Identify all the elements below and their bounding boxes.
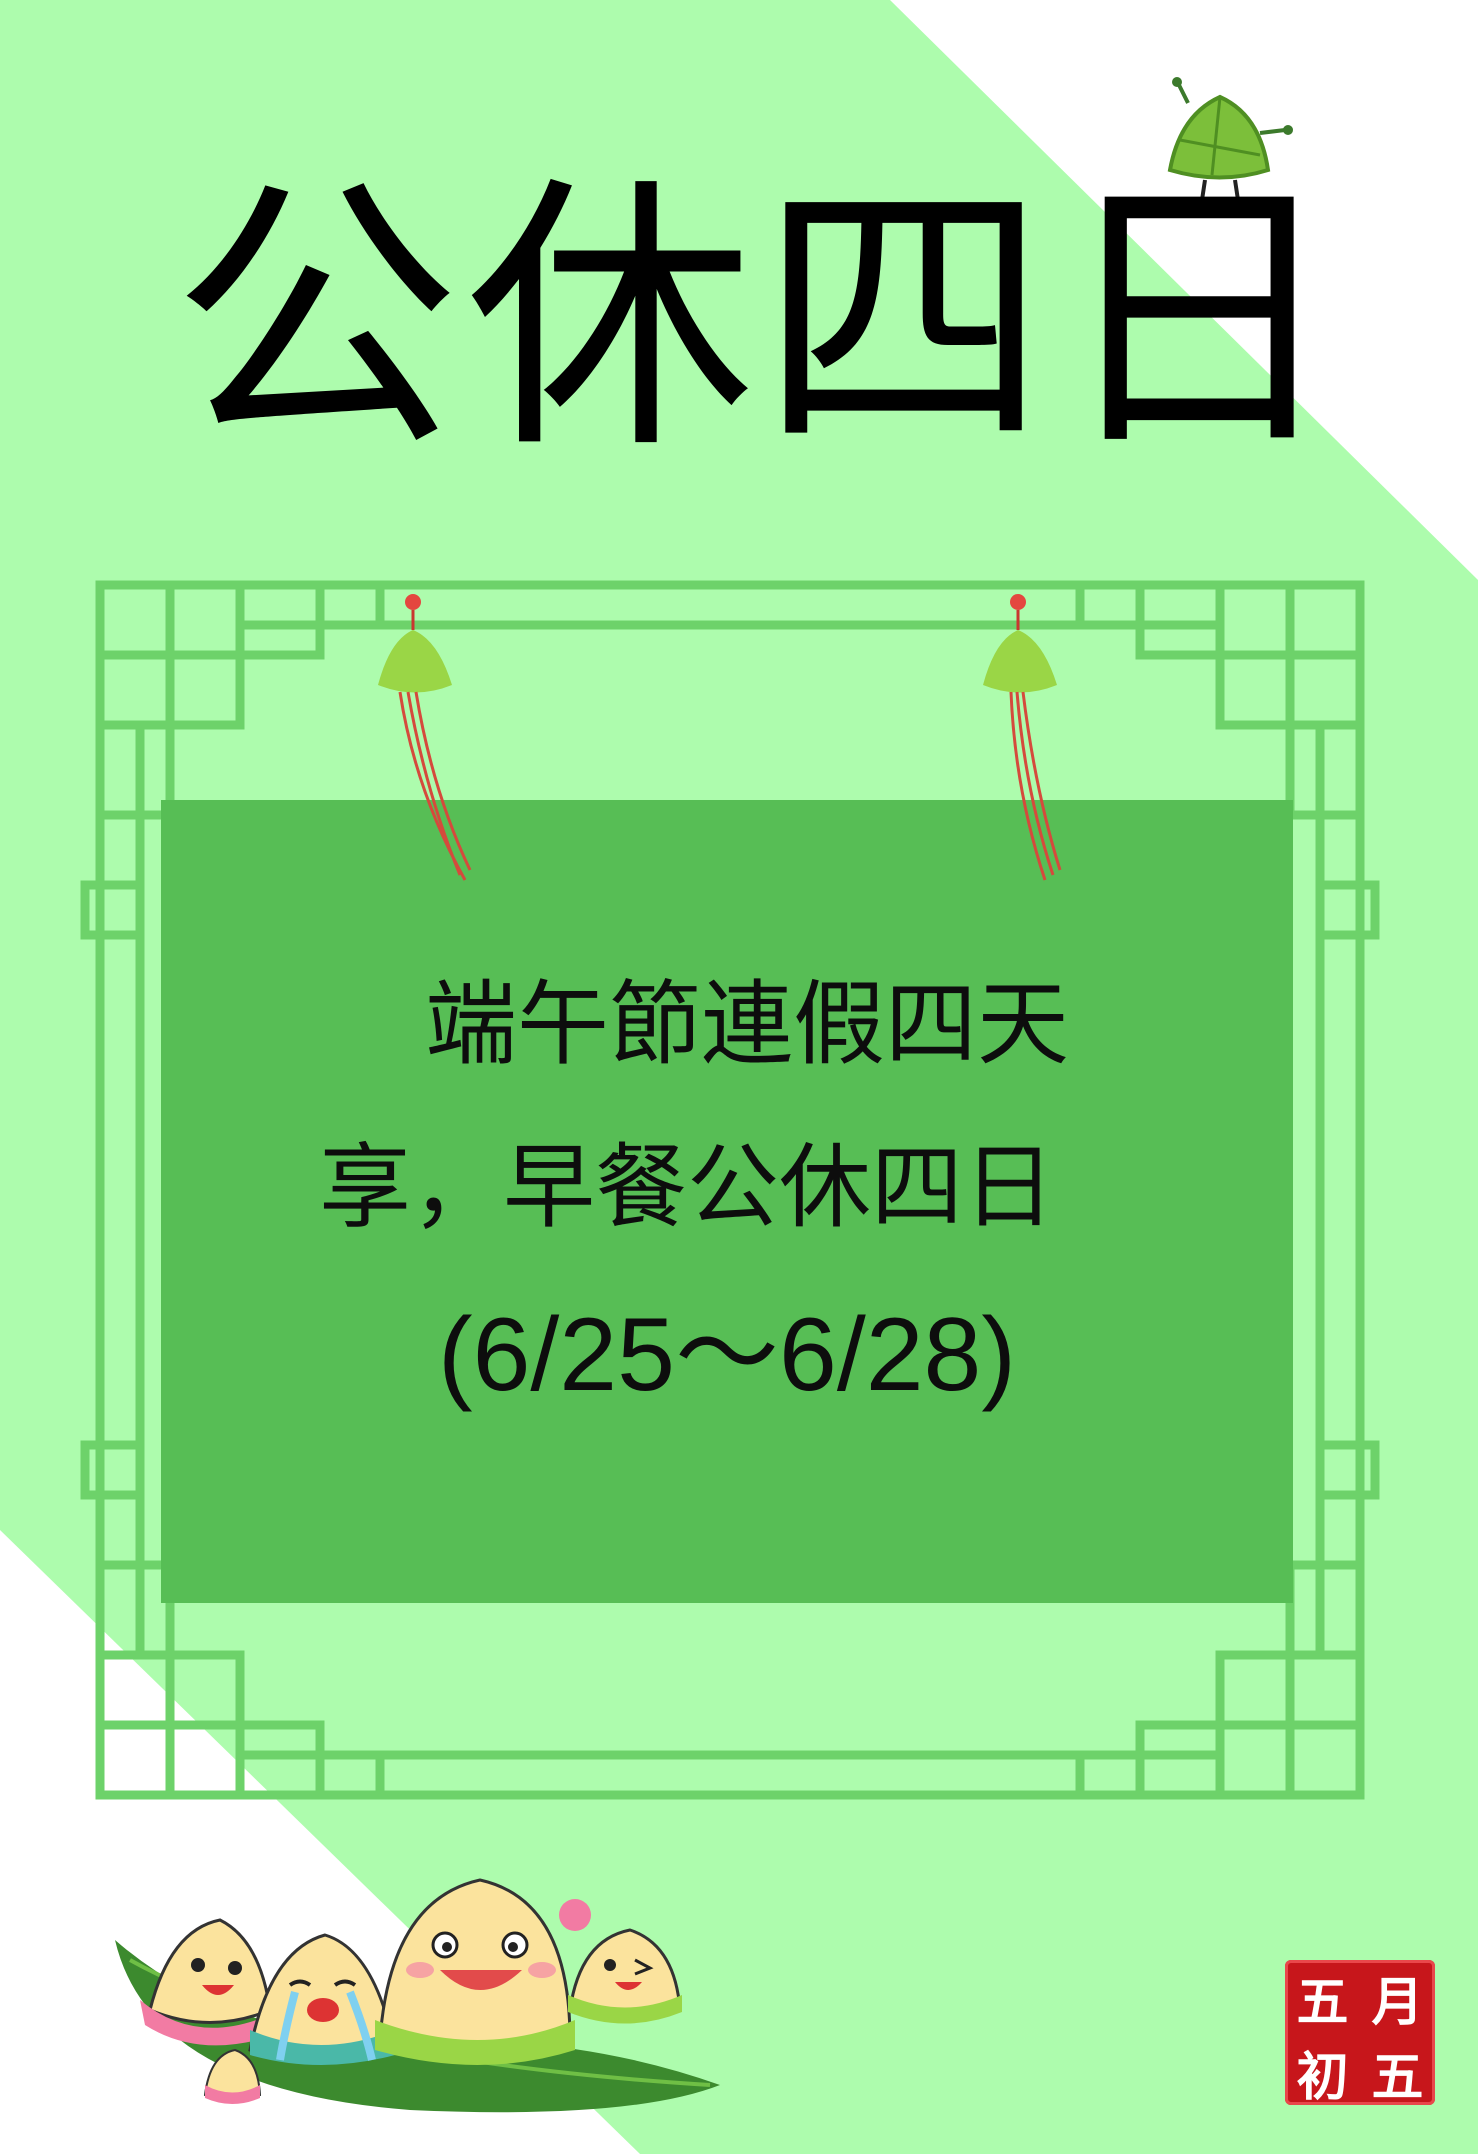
seal-char: 月 [1371,1972,1424,2033]
notice-line-2: 享，早餐公休四日 [318,1134,1055,1241]
seal-char: 五 [1296,1972,1349,2033]
zongzi-mascots-on-leaf-icon [115,1878,720,2113]
page-title: 公休四日 [172,152,1348,487]
seal-char: 五 [1371,2047,1424,2108]
notice-panel: 端午節連假四天 享，早餐公休四日 (6/25～6/28) [161,800,1293,1603]
notice-line-1: 端午節連假四天 [424,971,1069,1078]
red-seal-stamp-icon: 五 月 初 五 [1285,1960,1435,2108]
zongzi-character-icon [1167,77,1293,201]
notice-date-range: (6/25～6/28) [437,1297,1017,1413]
zongzi-tassel-icon [378,594,472,881]
zongzi-tassel-icon [983,594,1062,881]
lattice-frame [80,580,1380,1800]
seal-char: 初 [1296,2047,1349,2108]
